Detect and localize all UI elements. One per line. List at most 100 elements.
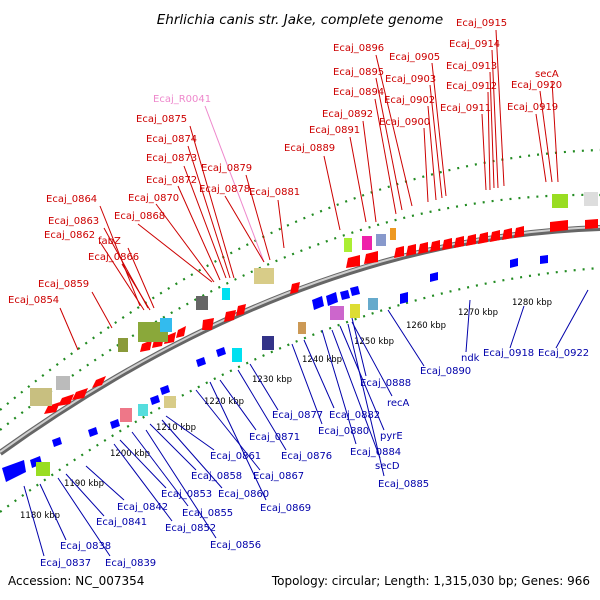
gene-label[interactable]: Ecaj_0872 — [146, 175, 197, 186]
gene-label[interactable]: secD — [375, 461, 400, 472]
gene-label[interactable]: Ecaj_0882 — [329, 410, 380, 421]
gene-label[interactable]: pyrE — [380, 431, 403, 442]
label-leader-line — [187, 145, 231, 279]
label-leader-line — [323, 155, 341, 231]
gene-label[interactable]: Ecaj_0911 — [440, 103, 491, 114]
label-leader-line — [362, 120, 377, 223]
gene-label[interactable]: Ecaj_0873 — [146, 153, 197, 164]
gene-label[interactable]: Ecaj_0877 — [272, 410, 323, 421]
gene-label[interactable]: Ecaj_0854 — [8, 295, 59, 306]
gene-label[interactable]: Ecaj_R0041 — [153, 94, 211, 105]
gene-label[interactable]: Ecaj_0852 — [165, 523, 216, 534]
gene-label[interactable]: Ecaj_0862 — [44, 230, 95, 241]
gene-label[interactable]: Ecaj_0869 — [260, 503, 311, 514]
gene-label[interactable]: Ecaj_0903 — [385, 74, 436, 85]
label-leader-line — [551, 80, 559, 183]
label-leader-line — [65, 473, 105, 517]
gene-label[interactable]: Ecaj_0902 — [384, 95, 435, 106]
gene-label[interactable]: Ecaj_0919 — [507, 102, 558, 113]
label-leader-line — [113, 443, 173, 522]
label-leader-line — [509, 305, 525, 349]
scale-tick-label: 1270 kbp — [458, 308, 498, 318]
scale-tick-label: 1240 kbp — [302, 355, 342, 365]
gene-label[interactable]: Ecaj_0894 — [333, 87, 384, 98]
label-leader-line — [224, 195, 265, 263]
gene-label[interactable]: fabZ — [98, 236, 121, 247]
gene-label[interactable]: Ecaj_0905 — [389, 52, 440, 63]
label-leader-line — [291, 343, 323, 425]
label-leader-line — [427, 105, 437, 201]
gene-label[interactable]: Ecaj_0915 — [456, 18, 507, 29]
plus-strand-genes — [44, 219, 598, 414]
gene-label[interactable]: Ecaj_0841 — [96, 517, 147, 528]
accession-text: Accession: NC_007354 — [8, 574, 144, 588]
map-title: Ehrlichia canis str. Jake, complete geno… — [157, 12, 443, 28]
gene-label[interactable]: Ecaj_0855 — [182, 508, 233, 519]
gene-label[interactable]: Ecaj_0863 — [48, 216, 99, 227]
gene-label[interactable]: Ecaj_0888 — [360, 378, 411, 389]
top-strand-labels: Ecaj_0854 Ecaj_0859 Ecaj_0866 fabZEcaj_0862… — [8, 18, 562, 351]
label-leader-line — [374, 98, 397, 215]
gene-label[interactable]: Ecaj_0838 — [60, 541, 111, 552]
gene-label[interactable]: Ecaj_0879 — [201, 163, 252, 174]
gene-label[interactable]: Ecaj_0871 — [249, 432, 300, 443]
gene-label[interactable]: Ecaj_0892 — [322, 109, 373, 120]
gene-label[interactable]: Ecaj_0880 — [318, 426, 369, 437]
gene-label[interactable]: secA — [535, 69, 559, 80]
scale-tick-label: 1210 kbp — [156, 423, 196, 433]
gene-label[interactable]: Ecaj_0885 — [378, 479, 429, 490]
gene-label[interactable]: Ecaj_0890 — [420, 366, 471, 377]
label-leader-line — [321, 329, 357, 445]
gene-label[interactable]: Ecaj_0876 — [281, 451, 332, 462]
gene-label[interactable]: Ecaj_0858 — [191, 471, 242, 482]
gene-label[interactable]: Ecaj_0866 — [88, 252, 139, 263]
gene-label[interactable]: Ecaj_0874 — [146, 134, 197, 145]
gene-label[interactable]: Ecaj_0864 — [46, 194, 97, 205]
label-leader-line — [339, 325, 385, 431]
gene-label[interactable]: Ecaj_0842 — [117, 502, 168, 513]
label-leader-line — [99, 205, 141, 307]
label-leader-line — [145, 429, 217, 539]
gene-label[interactable]: recA — [387, 398, 410, 409]
label-leader-line — [59, 307, 79, 351]
gene-label[interactable]: Ecaj_0918 — [483, 348, 534, 359]
label-leader-line — [387, 309, 425, 367]
summary-text: Topology: circular; Length: 1,315,030 bp… — [271, 574, 590, 588]
gene-label[interactable]: Ecaj_0881 — [249, 187, 300, 198]
gene-label[interactable]: Ecaj_0896 — [333, 43, 384, 54]
gene-label[interactable]: Ecaj_0861 — [210, 451, 261, 462]
gene-label[interactable]: Ecaj_0860 — [218, 489, 269, 500]
gene-label[interactable]: Ecaj_0867 — [253, 471, 304, 482]
gene-label[interactable]: Ecaj_0914 — [449, 39, 500, 50]
label-leader-line — [349, 136, 367, 223]
gene-label[interactable]: Ecaj_0856 — [210, 540, 261, 551]
gene-label[interactable]: Ecaj_0900 — [379, 117, 430, 128]
label-leader-line — [277, 199, 285, 249]
gene-label[interactable]: Ecaj_0891 — [309, 125, 360, 136]
gene-label[interactable]: Ecaj_0868 — [114, 211, 165, 222]
gene-label[interactable]: Ecaj_0889 — [284, 143, 335, 154]
gene-label[interactable]: Ecaj_0895 — [333, 67, 384, 78]
gene-label[interactable]: ndk — [461, 353, 480, 364]
label-leader-line — [487, 91, 491, 191]
label-leader-line — [237, 369, 287, 451]
gene-label[interactable]: Ecaj_0913 — [446, 61, 497, 72]
gene-label[interactable]: Ecaj_0837 — [40, 558, 91, 569]
label-leader-line — [137, 223, 213, 283]
gene-label[interactable]: Ecaj_0870 — [128, 193, 179, 204]
gene-label[interactable]: Ecaj_0884 — [350, 447, 401, 458]
gene-label[interactable]: Ecaj_0912 — [446, 81, 497, 92]
gene-label[interactable]: Ecaj_0839 — [105, 558, 156, 569]
gene-label[interactable]: Ecaj_0853 — [161, 489, 212, 500]
gene-label[interactable]: Ecaj_0878 — [199, 184, 250, 195]
gene-label[interactable]: Ecaj_0920 — [511, 80, 562, 91]
gene-label[interactable]: Ecaj_0859 — [38, 279, 89, 290]
label-leader-line — [219, 379, 257, 431]
label-leader-line — [429, 84, 443, 199]
label-leader-line — [204, 105, 265, 263]
label-leader-line — [491, 49, 499, 189]
gene-label[interactable]: Ecaj_0922 — [538, 348, 589, 359]
gene-label[interactable]: Ecaj_0875 — [136, 114, 187, 125]
